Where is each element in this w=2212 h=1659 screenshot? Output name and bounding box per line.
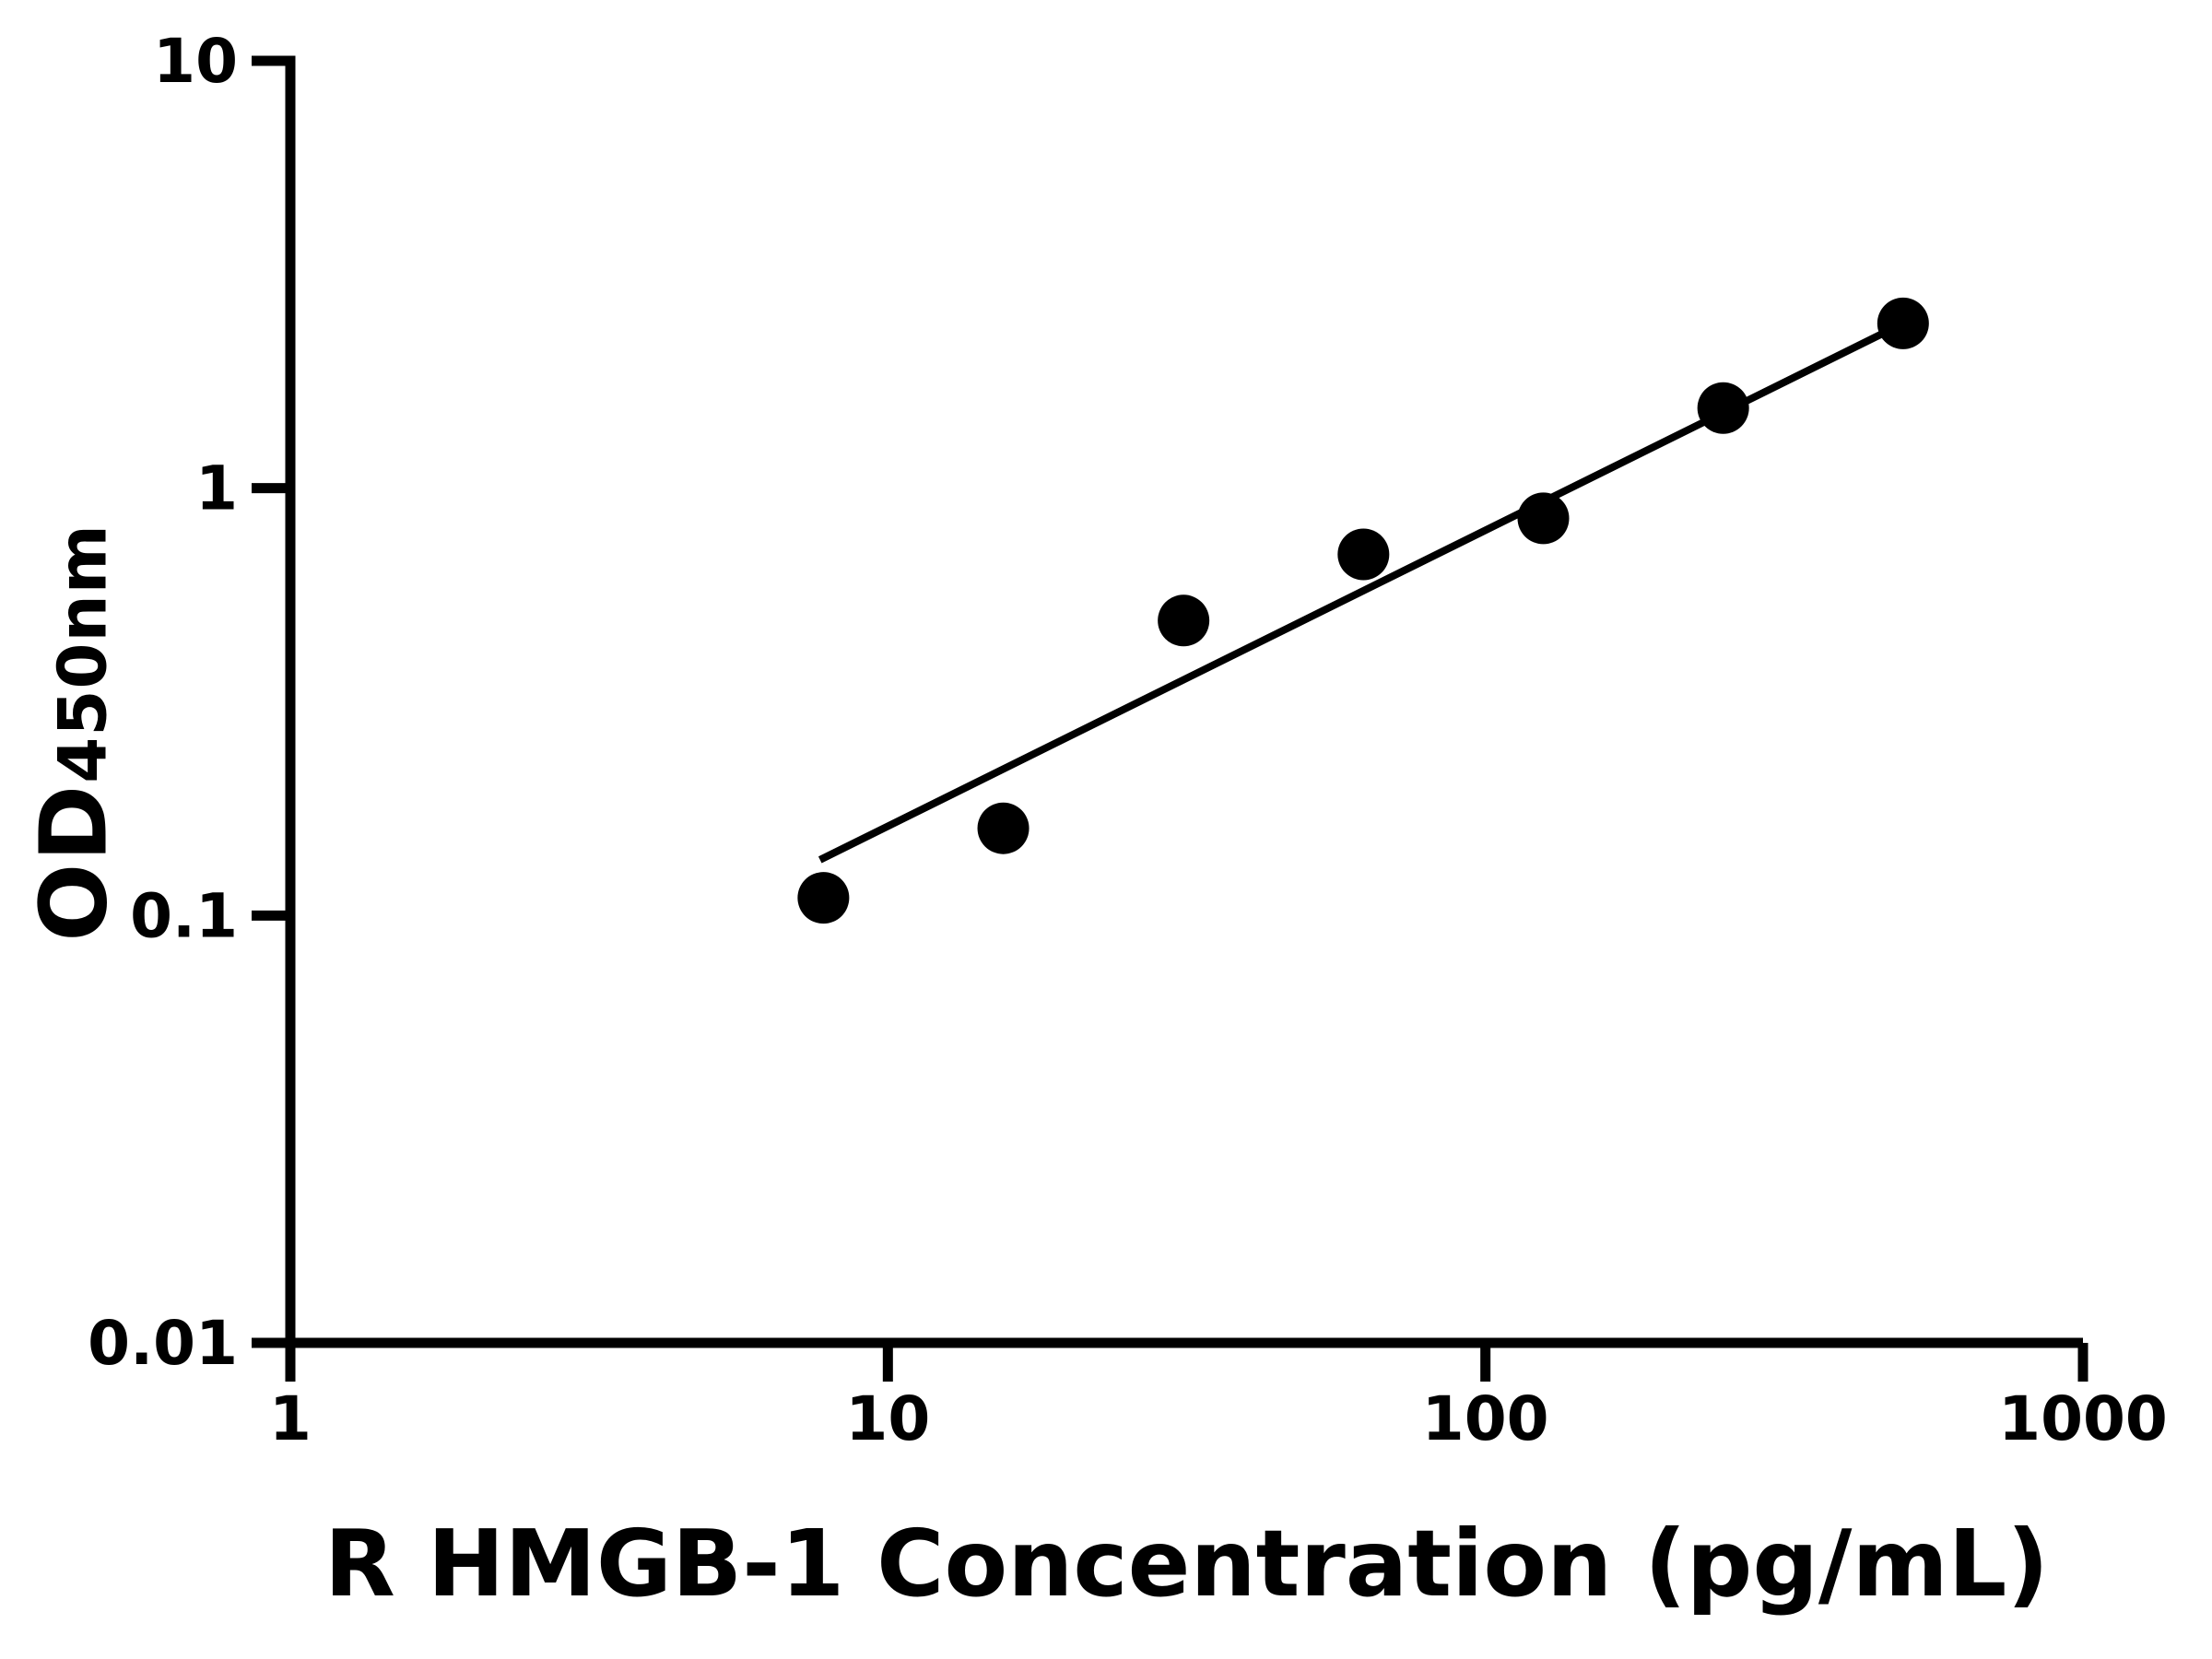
y-tick-label: 10	[153, 26, 238, 97]
x-axis-title: R HMGB-1 Concentration (pg/mL)	[324, 1510, 2050, 1618]
y-axis-title: OD450nm	[20, 524, 128, 942]
data-point	[1337, 528, 1390, 581]
x-tick-label: 1	[269, 1383, 312, 1454]
y-tick-label: 1	[195, 453, 238, 524]
y-axis-title-sub: 450nm	[43, 524, 122, 783]
y-axis-title-main: OD	[19, 782, 128, 942]
data-point	[1517, 492, 1570, 545]
y-tick-label: 0.1	[130, 880, 238, 951]
x-tick-label: 100	[1422, 1383, 1549, 1454]
x-tick-label: 10	[845, 1383, 930, 1454]
x-tick-label: 1000	[1998, 1383, 2168, 1454]
data-point	[797, 872, 850, 924]
axis-frame	[285, 55, 2083, 1348]
data-point	[1877, 297, 1929, 349]
data-point	[977, 802, 1030, 854]
y-tick-label: 0.01	[88, 1308, 238, 1379]
data-point	[1697, 382, 1749, 434]
data-point	[1158, 594, 1210, 647]
